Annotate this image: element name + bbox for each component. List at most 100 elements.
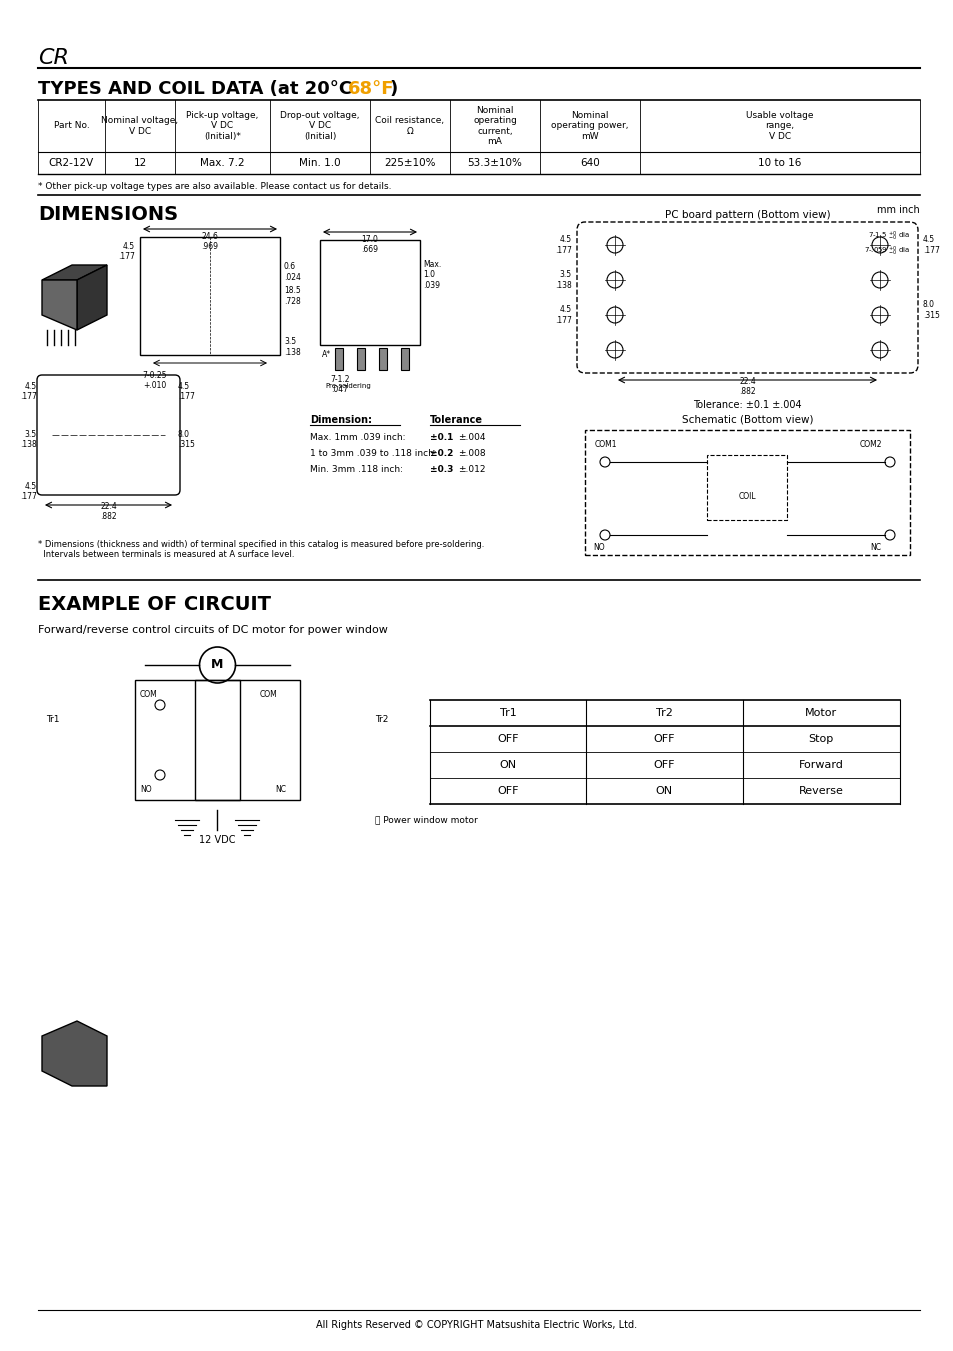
Text: 4.5
.177: 4.5 .177 <box>555 235 572 255</box>
Text: OFF: OFF <box>497 786 518 796</box>
Text: OFF: OFF <box>653 761 674 770</box>
Text: ⓜ Power window motor: ⓜ Power window motor <box>375 816 477 824</box>
Circle shape <box>606 272 622 288</box>
Text: NO: NO <box>140 785 152 794</box>
Text: Nominal voltage,
V DC: Nominal voltage, V DC <box>101 116 178 135</box>
Circle shape <box>154 700 165 711</box>
Polygon shape <box>42 1021 107 1086</box>
Text: CR: CR <box>38 49 69 68</box>
Text: Tr1: Tr1 <box>47 716 60 724</box>
Text: COM1: COM1 <box>595 440 617 449</box>
Text: 18.5
.728: 18.5 .728 <box>284 286 300 305</box>
Text: PC board pattern (Bottom view): PC board pattern (Bottom view) <box>664 209 829 220</box>
Text: 7-0.25
+.010: 7-0.25 +.010 <box>143 372 167 390</box>
Text: mm inch: mm inch <box>877 205 919 215</box>
Text: 3.5
.138: 3.5 .138 <box>20 430 37 450</box>
Text: 4.5
.177: 4.5 .177 <box>178 382 194 401</box>
Bar <box>135 680 240 800</box>
Text: Usable voltage
range,
V DC: Usable voltage range, V DC <box>745 111 813 141</box>
Text: NO: NO <box>593 543 604 553</box>
Text: Tr2: Tr2 <box>375 716 388 724</box>
Text: Stop: Stop <box>807 734 833 744</box>
Text: Schematic (Bottom view): Schematic (Bottom view) <box>681 415 812 426</box>
Bar <box>356 349 365 370</box>
Text: 7-1.2
.047: 7-1.2 .047 <box>330 376 350 394</box>
Text: 4.5
.177: 4.5 .177 <box>118 242 135 261</box>
Text: 0.6
.024: 0.6 .024 <box>284 262 300 282</box>
Bar <box>335 349 343 370</box>
Text: * Other pick-up voltage types are also available. Please contact us for details.: * Other pick-up voltage types are also a… <box>38 182 391 190</box>
Text: TYPES AND COIL DATA (at 20°C: TYPES AND COIL DATA (at 20°C <box>38 80 358 99</box>
Text: Forward/reverse control circuits of DC motor for power window: Forward/reverse control circuits of DC m… <box>38 626 388 635</box>
Text: COIL: COIL <box>738 492 756 501</box>
Text: EXAMPLE OF CIRCUIT: EXAMPLE OF CIRCUIT <box>38 594 271 613</box>
Text: Reverse: Reverse <box>798 786 842 796</box>
Text: OFF: OFF <box>653 734 674 744</box>
Text: Nominal
operating
current,
mA: Nominal operating current, mA <box>473 105 517 146</box>
Text: 3.5
.138: 3.5 .138 <box>555 270 572 289</box>
Text: ): ) <box>390 80 397 99</box>
Text: 22.4
.882: 22.4 .882 <box>739 377 755 396</box>
Text: 8.0
.315: 8.0 .315 <box>923 300 939 320</box>
Text: DIMENSIONS: DIMENSIONS <box>38 205 178 224</box>
Text: Coil resistance,
Ω: Coil resistance, Ω <box>375 116 444 135</box>
Polygon shape <box>42 265 107 280</box>
Circle shape <box>154 770 165 780</box>
Text: ±0.1: ±0.1 <box>430 434 453 442</box>
Text: 1 to 3mm .039 to .118 inch:: 1 to 3mm .039 to .118 inch: <box>310 449 436 458</box>
Text: ±.004: ±.004 <box>457 434 485 442</box>
Text: 4.5
.177: 4.5 .177 <box>923 235 939 255</box>
Circle shape <box>871 272 887 288</box>
Text: ±.012: ±.012 <box>457 465 485 474</box>
Circle shape <box>871 307 887 323</box>
Text: 4.5
.177: 4.5 .177 <box>20 482 37 501</box>
Text: 4.5
.177: 4.5 .177 <box>20 382 37 401</box>
Text: Nominal
operating power,
mW: Nominal operating power, mW <box>551 111 628 141</box>
Text: ±.008: ±.008 <box>457 449 485 458</box>
Circle shape <box>606 307 622 323</box>
Text: 4.5
.177: 4.5 .177 <box>555 305 572 324</box>
Text: 225±10%: 225±10% <box>384 158 436 168</box>
Text: All Rights Reserved © COPYRIGHT Matsushita Electric Works, Ltd.: All Rights Reserved © COPYRIGHT Matsushi… <box>316 1320 637 1329</box>
Polygon shape <box>42 280 77 330</box>
Text: 17.0
.669: 17.0 .669 <box>361 235 378 254</box>
Text: NC: NC <box>869 543 880 553</box>
Text: Pre-soldering: Pre-soldering <box>325 382 371 389</box>
Text: 640: 640 <box>579 158 599 168</box>
Text: Pick-up voltage,
V DC
(Initial)*: Pick-up voltage, V DC (Initial)* <box>186 111 258 141</box>
Circle shape <box>871 236 887 253</box>
Text: * Dimensions (thickness and width) of terminal specified in this catalog is meas: * Dimensions (thickness and width) of te… <box>38 540 484 559</box>
Text: Dimension:: Dimension: <box>310 415 372 426</box>
Text: Min. 3mm .118 inch:: Min. 3mm .118 inch: <box>310 465 402 474</box>
Text: 12: 12 <box>133 158 147 168</box>
Text: 12 VDC: 12 VDC <box>198 835 235 844</box>
Text: NC: NC <box>274 785 286 794</box>
Bar <box>140 236 280 355</box>
Bar <box>194 680 299 800</box>
Text: M: M <box>212 658 223 671</box>
Text: Tr2: Tr2 <box>655 708 672 717</box>
Text: Motor: Motor <box>804 708 836 717</box>
Text: 10 to 16: 10 to 16 <box>758 158 801 168</box>
Text: Tolerance: ±0.1 ±.004: Tolerance: ±0.1 ±.004 <box>693 400 801 409</box>
Text: Min. 1.0: Min. 1.0 <box>299 158 340 168</box>
Text: Drop-out voltage,
V DC
(Initial): Drop-out voltage, V DC (Initial) <box>280 111 359 141</box>
Text: Tr1: Tr1 <box>499 708 516 717</box>
Text: Forward: Forward <box>798 761 842 770</box>
Circle shape <box>871 342 887 358</box>
Bar <box>319 240 419 345</box>
Text: ±0.3: ±0.3 <box>430 465 453 474</box>
Circle shape <box>599 530 609 540</box>
Circle shape <box>606 342 622 358</box>
Circle shape <box>884 457 894 467</box>
Text: COM: COM <box>260 690 277 698</box>
Text: CR2-12V: CR2-12V <box>49 158 94 168</box>
Text: ON: ON <box>499 761 516 770</box>
Text: 8.0
.315: 8.0 .315 <box>178 430 194 450</box>
Text: ±0.2: ±0.2 <box>430 449 453 458</box>
Circle shape <box>606 236 622 253</box>
Text: 53.3±10%: 53.3±10% <box>467 158 522 168</box>
Circle shape <box>884 530 894 540</box>
Polygon shape <box>77 265 107 330</box>
Circle shape <box>199 647 235 684</box>
